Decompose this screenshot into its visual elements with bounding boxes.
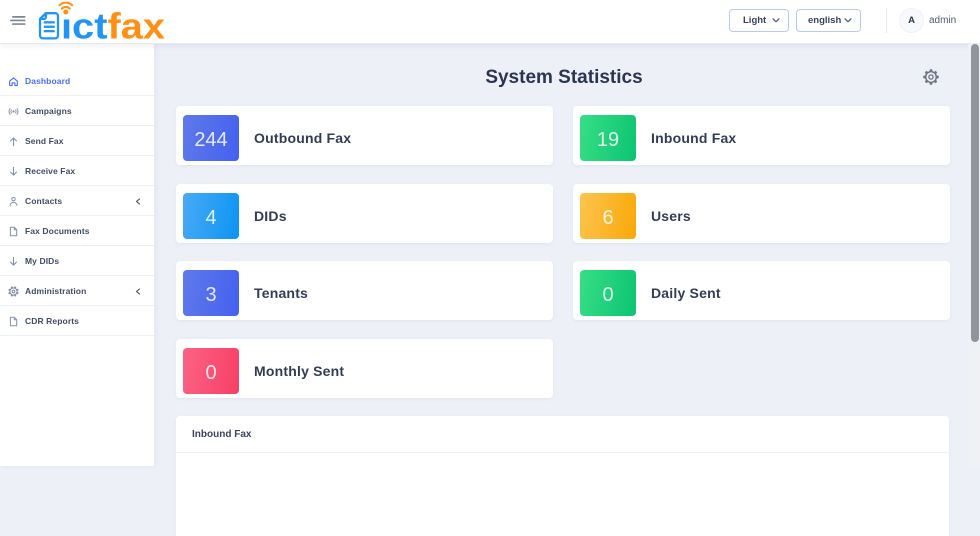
svg-text:ıctfax: ıct fax [61, 6, 165, 45]
